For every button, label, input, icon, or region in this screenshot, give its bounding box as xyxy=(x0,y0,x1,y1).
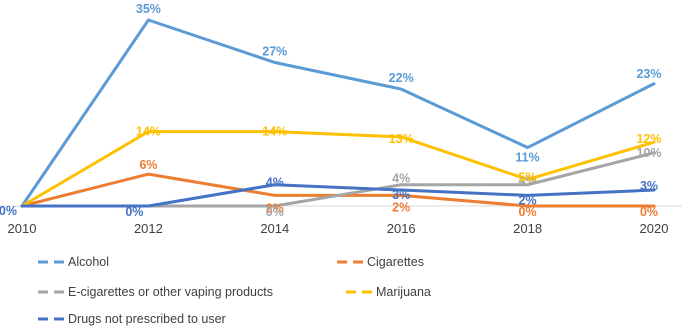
legend-item: Drugs not prescribed to user xyxy=(38,312,226,326)
data-label: 0% xyxy=(640,205,658,219)
data-label: 10% xyxy=(636,146,661,160)
legend-label: E-cigarettes or other vaping products xyxy=(68,285,273,299)
data-label: 5% xyxy=(519,170,537,184)
x-tick-label: 2020 xyxy=(640,221,669,236)
legend-item: Alcohol xyxy=(38,255,109,269)
x-axis: 2010 2012 2014 2016 2018 2020 xyxy=(0,205,682,236)
data-label: 27% xyxy=(262,45,287,59)
x-tick-label: 2016 xyxy=(387,221,416,236)
legend-label: Drugs not prescribed to user xyxy=(68,312,226,326)
data-label: 0% xyxy=(519,205,537,219)
data-label: 3% xyxy=(392,188,410,202)
data-label: 0% xyxy=(125,205,143,219)
legend: Alcohol Cigarettes E-cigarettes or other v… xyxy=(38,255,431,326)
data-label: 14% xyxy=(136,125,161,139)
data-label: 6% xyxy=(139,158,157,172)
x-tick-label: 2010 xyxy=(8,221,37,236)
legend-item: Marijuana xyxy=(346,285,431,299)
x-tick-label: 2014 xyxy=(260,221,289,236)
series-line xyxy=(20,130,656,208)
legend-label: Marijuana xyxy=(376,285,431,299)
data-label: 3% xyxy=(640,179,658,193)
series-line xyxy=(20,151,656,208)
data-label: 2% xyxy=(392,200,410,214)
x-tick-label: 2012 xyxy=(134,221,163,236)
data-label: 2% xyxy=(266,201,284,215)
x-tick-label: 2018 xyxy=(513,221,542,236)
data-label: 0% xyxy=(0,204,17,218)
data-label: 13% xyxy=(389,132,414,146)
data-label: 11% xyxy=(515,151,539,165)
data-label: 2% xyxy=(519,193,537,207)
data-label: 14% xyxy=(262,125,287,139)
legend-item: Cigarettes xyxy=(337,255,424,269)
series-line xyxy=(20,172,656,208)
legend-item: E-cigarettes or other vaping products xyxy=(38,285,273,299)
data-labels: 35%27%22%11%23%6%2% 2% 0% 0%0%4% 4%10%14% 14%… xyxy=(0,2,662,219)
data-label: 23% xyxy=(636,67,661,81)
data-label: 4% xyxy=(266,176,284,190)
series-lines xyxy=(20,18,656,208)
series-line xyxy=(20,18,656,208)
legend-label: Alcohol xyxy=(68,255,109,269)
legend-label: Cigarettes xyxy=(367,255,424,269)
data-label: 0% xyxy=(266,205,284,219)
data-label: 35% xyxy=(136,2,161,16)
data-label: 12% xyxy=(636,132,661,146)
series-line xyxy=(20,183,656,208)
data-label: 22% xyxy=(389,71,414,85)
data-label: 4% xyxy=(392,172,410,186)
data-label: 4% xyxy=(519,174,537,188)
